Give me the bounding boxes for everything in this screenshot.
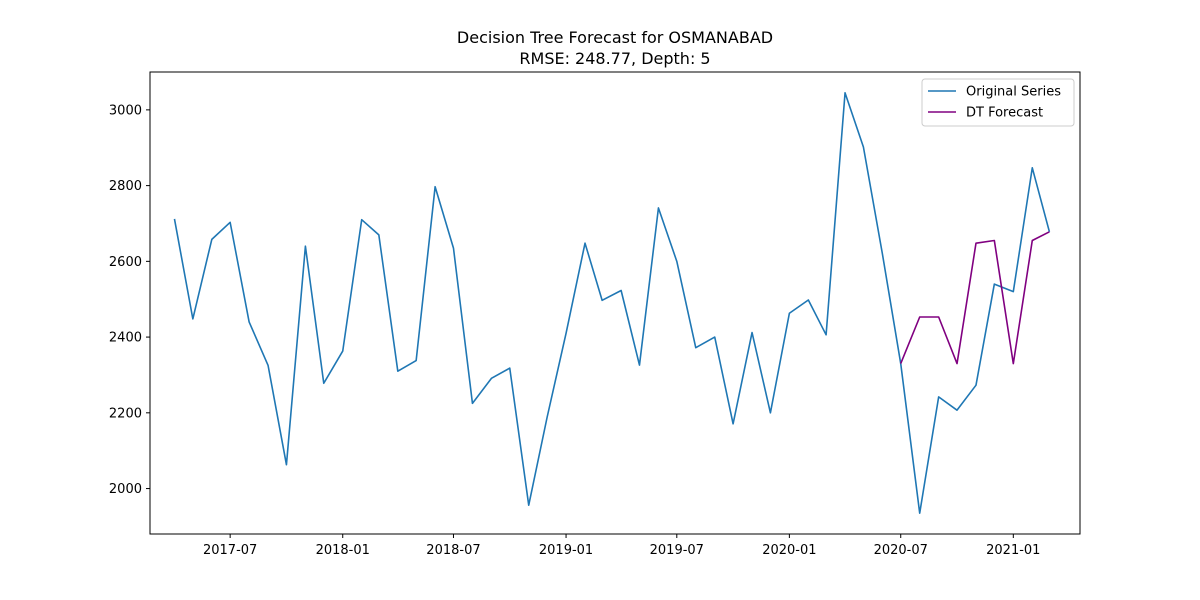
y-tick-label: 2800 xyxy=(109,179,142,194)
legend-label-1: DT Forecast xyxy=(966,106,1043,121)
x-tick-label: 2021-01 xyxy=(986,543,1040,558)
x-tick-label: 2020-07 xyxy=(874,543,928,558)
x-tick-label: 2017-07 xyxy=(203,543,257,558)
y-tick-label: 2400 xyxy=(109,331,142,346)
chart-subtitle: RMSE: 248.77, Depth: 5 xyxy=(519,49,710,68)
y-tick-label: 2600 xyxy=(109,255,142,270)
series-line-1 xyxy=(899,231,1050,365)
y-tick-label: 2200 xyxy=(109,406,142,421)
legend-label-0: Original Series xyxy=(966,85,1061,100)
axes-frame xyxy=(149,71,1081,535)
series-line-0 xyxy=(173,92,1051,514)
plot-area: 2017-07 2018-01 2018-07 2019-01 2019-07 2020-… xyxy=(109,71,1081,558)
legend-box xyxy=(921,78,1075,127)
x-tick-label: 2019-01 xyxy=(539,543,593,558)
legend: Original Series DT Forecast xyxy=(921,78,1075,127)
y-tick-label: 3000 xyxy=(109,103,142,118)
x-tick-label: 2020-01 xyxy=(762,543,816,558)
x-tick-label: 2018-01 xyxy=(316,543,370,558)
y-tick-label: 2000 xyxy=(109,482,142,497)
chart-title: Decision Tree Forecast for OSMANABAD xyxy=(457,28,773,47)
x-tick-label: 2019-07 xyxy=(650,543,704,558)
x-tick-label: 2018-07 xyxy=(426,543,480,558)
